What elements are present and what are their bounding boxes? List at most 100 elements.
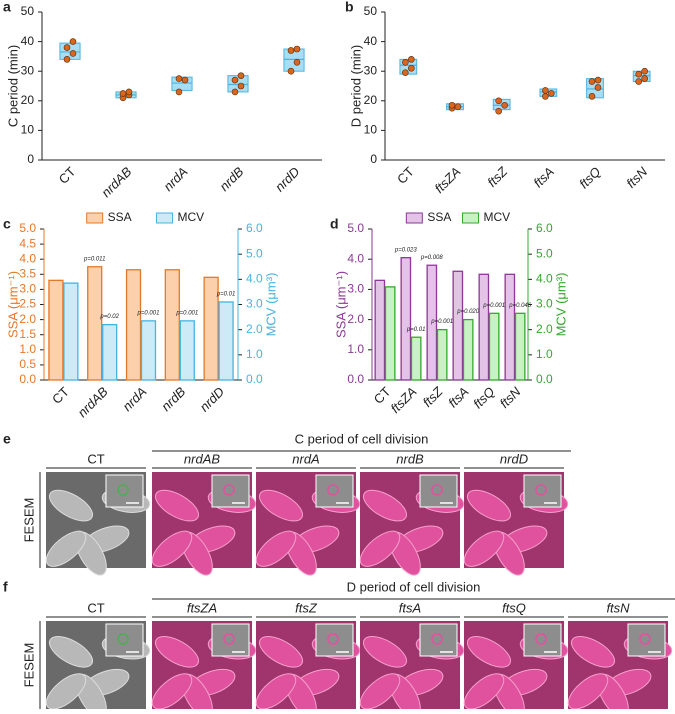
x-tick-label: nrdAB (98, 164, 134, 200)
x-tick-label: ftsZA (387, 384, 419, 416)
point (448, 101, 456, 109)
box (59, 42, 81, 60)
y2-tick-label: 6.0 (536, 221, 553, 235)
cell (363, 489, 407, 522)
y-axis-label: D period (min) (348, 45, 363, 127)
point (594, 76, 602, 84)
inset (419, 623, 458, 657)
y-tick-label: 0.0 (347, 372, 364, 386)
point (641, 75, 648, 82)
column-label: nrdD (500, 451, 528, 466)
cell (359, 673, 401, 710)
y-tick-label: 0 (370, 152, 377, 166)
x-tick-label: nrdA (120, 384, 150, 414)
x-tick-label: ftsZ (484, 163, 511, 190)
box (227, 75, 249, 93)
bar (400, 257, 412, 381)
bar (125, 269, 142, 381)
method-label: FESEM (21, 498, 36, 543)
cell (255, 530, 297, 567)
inset-cell (431, 633, 443, 645)
point (408, 64, 415, 72)
p-value: p=0.01 (406, 327, 426, 333)
bar (179, 320, 195, 381)
y-tick-label: 10 (364, 123, 378, 137)
y2-tick-label: 0.0 (536, 372, 553, 386)
panel-title: D period of cell division (347, 579, 481, 594)
y-tick-label: 40 (364, 34, 378, 48)
p-value: p=0.001 (482, 303, 505, 309)
cell (151, 530, 193, 567)
y2-tick-label: 5.0 (536, 246, 553, 260)
bar (462, 318, 474, 381)
y-tick-label: 0 (27, 152, 34, 166)
bar (426, 264, 438, 381)
point (63, 44, 71, 51)
x-tick-label: ftsA (445, 384, 471, 410)
point (402, 69, 409, 76)
y2-tick-label: 4.0 (246, 272, 263, 286)
column-label: nrdAB (184, 451, 220, 466)
point (594, 84, 602, 91)
bar (504, 273, 516, 381)
bar (63, 282, 79, 381)
point (181, 76, 189, 84)
bar (478, 273, 490, 381)
y-tick-label: 50 (364, 4, 378, 18)
bar (436, 329, 448, 381)
y-tick-label: 40 (21, 34, 35, 48)
cell (155, 635, 199, 668)
y-tick-label: 50 (21, 4, 35, 18)
y-tick-label: 2.0 (347, 312, 364, 326)
p-value: p=0.02 (99, 314, 119, 320)
y2-tick-label: 1.0 (246, 347, 263, 361)
inset-cell (431, 484, 443, 496)
inset-cell (223, 484, 235, 496)
cell (363, 635, 407, 668)
column-label: ftsQ (502, 600, 526, 615)
point (175, 88, 183, 96)
method-label: FESEM (21, 643, 36, 688)
cell (259, 489, 303, 522)
inset (523, 623, 562, 657)
y2-tick-label: 2.0 (536, 322, 553, 336)
y2-tick-label: 3.0 (536, 297, 553, 311)
panel-label: b (345, 0, 354, 15)
point (542, 93, 549, 100)
point (548, 90, 555, 97)
point (69, 38, 77, 45)
y-tick-label: 3.0 (347, 282, 364, 296)
point (119, 90, 127, 97)
legend-label: SSA (427, 210, 451, 224)
x-tick-label: ftsZ (420, 383, 447, 410)
bar (488, 312, 500, 381)
y-tick-label: 20 (364, 93, 378, 107)
point (501, 101, 508, 109)
y-tick-label: 5.0 (347, 221, 364, 235)
point (542, 87, 549, 94)
y-tick-label: 2.0 (19, 312, 36, 326)
cell (467, 489, 511, 522)
inset (211, 623, 250, 657)
x-tick-label: ftsN (623, 164, 650, 191)
inset-cell (223, 633, 235, 645)
box (283, 48, 305, 72)
y2-tick-label: 0.0 (246, 372, 263, 386)
y-axis-label: SSA (μm⁻¹) (333, 271, 348, 338)
legend-swatch (405, 212, 423, 224)
x-tick-label: ftsZA (431, 164, 463, 196)
point (231, 88, 239, 96)
y-tick-label: 3.0 (19, 282, 36, 296)
x-tick-label: CT (49, 384, 72, 407)
point (231, 76, 239, 84)
inset-cell (327, 484, 339, 496)
inset-cell (117, 484, 129, 496)
inset-cell (535, 484, 547, 496)
bar (452, 270, 464, 381)
point (635, 78, 642, 85)
inset (627, 623, 666, 657)
point (237, 72, 245, 79)
inset (315, 474, 354, 508)
y2-axis-label: MCV (μm³) (553, 273, 568, 337)
